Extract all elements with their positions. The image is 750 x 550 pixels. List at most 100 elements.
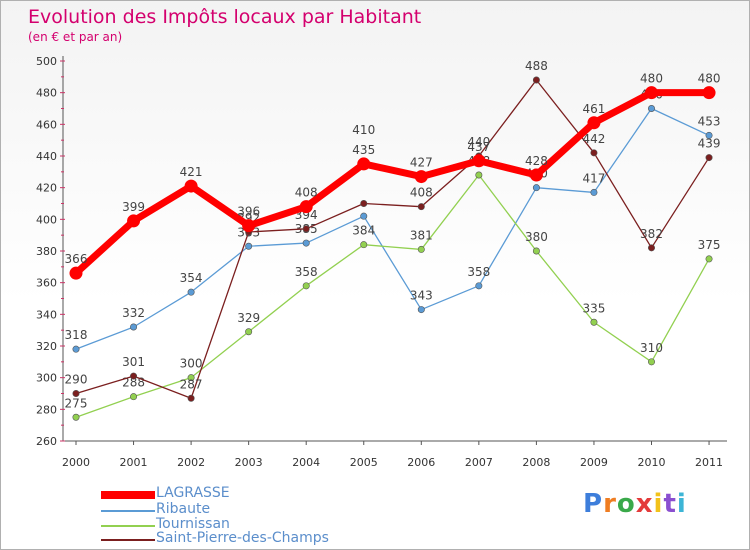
data-label-lagrasse: 399 — [122, 200, 145, 214]
data-point-tournissan — [187, 374, 195, 382]
x-tick-label: 2000 — [62, 456, 90, 469]
x-tick-label: 2002 — [177, 456, 205, 469]
data-label-lagrasse: 428 — [525, 154, 548, 168]
data-point-saint-pierre-des-champs — [705, 154, 713, 162]
data-point-lagrasse — [127, 214, 141, 228]
data-point-lagrasse — [472, 154, 486, 168]
x-tick-label: 2005 — [350, 456, 378, 469]
data-label-tournissan: 275 — [65, 396, 88, 410]
data-label-saint-pierre-des-champs: 290 — [65, 373, 88, 387]
legend-label-lagrasse: LAGRASSE — [156, 485, 230, 501]
y-tick-label: 280 — [36, 403, 57, 416]
data-point-saint-pierre-des-champs — [590, 149, 598, 157]
data-label-saint-pierre-des-champs: 442 — [582, 132, 605, 146]
data-label-lagrasse: 410 — [352, 123, 375, 137]
data-label-tournissan: 335 — [582, 301, 605, 315]
data-point-ribaute — [245, 242, 253, 250]
data-point-ribaute — [647, 105, 655, 113]
data-label-lagrasse: 408 — [295, 186, 318, 200]
data-point-saint-pierre-des-champs — [417, 203, 425, 211]
data-point-ribaute — [130, 323, 138, 331]
data-label-lagrasse: 427 — [410, 156, 433, 170]
logo-letter: P — [583, 489, 604, 519]
data-point-lagrasse — [587, 116, 601, 130]
data-point-lagrasse — [357, 157, 371, 171]
logo-letter: o — [616, 489, 636, 519]
data-label-tournissan: 381 — [410, 228, 433, 242]
data-point-lagrasse — [184, 179, 198, 193]
data-label-tournissan: 358 — [295, 265, 318, 279]
data-label-lagrasse: 480 — [640, 72, 663, 86]
x-tick-label: 2004 — [292, 456, 320, 469]
y-tick-label: 380 — [36, 245, 57, 258]
logo-letter: r — [603, 489, 617, 519]
data-point-saint-pierre-des-champs — [72, 389, 80, 397]
data-label-saint-pierre-des-champs: 440 — [467, 135, 490, 149]
series-line-tournissan — [75, 174, 710, 418]
data-label-saint-pierre-des-champs: 439 — [698, 137, 721, 151]
y-tick-label: 420 — [36, 182, 57, 195]
x-tick-label: 2007 — [465, 456, 493, 469]
x-tick-label: 2010 — [638, 456, 666, 469]
data-label-saint-pierre-des-champs: 287 — [180, 377, 203, 391]
y-tick-label: 260 — [36, 435, 57, 448]
legend-swatch-lagrasse — [101, 491, 155, 499]
data-label-lagrasse: 480 — [698, 72, 721, 86]
data-point-tournissan — [245, 328, 253, 336]
x-tick-label: 2009 — [580, 456, 608, 469]
data-point-lagrasse — [299, 200, 313, 214]
chart-subtitle: (en € et par an) — [28, 30, 123, 44]
legend-swatch-ribaute — [101, 510, 155, 512]
legend-item-ribaute: Ribaute — [101, 501, 361, 518]
data-label-tournissan: 329 — [237, 311, 260, 325]
data-label-tournissan: 300 — [180, 357, 203, 371]
data-label-lagrasse: 366 — [65, 252, 88, 266]
data-label-ribaute: 343 — [410, 289, 433, 303]
data-label-lagrasse: 461 — [582, 102, 605, 116]
y-tick-label: 320 — [36, 340, 57, 353]
y-tick-label: 440 — [36, 150, 57, 163]
legend-item-tournissan: Tournissan — [101, 516, 361, 533]
data-label-saint-pierre-des-champs: 408 — [410, 186, 433, 200]
data-label-saint-pierre-des-champs: 382 — [640, 227, 663, 241]
y-tick-label: 480 — [36, 87, 57, 100]
data-label-ribaute: 358 — [467, 265, 490, 279]
data-label-ribaute: 332 — [122, 306, 145, 320]
data-point-lagrasse — [414, 170, 428, 184]
data-point-tournissan — [417, 245, 425, 253]
data-point-tournissan — [475, 171, 483, 179]
data-label-ribaute: 318 — [65, 328, 88, 342]
data-label-saint-pierre-des-champs: 301 — [122, 355, 145, 369]
data-label-lagrasse: 421 — [180, 165, 203, 179]
x-tick-label: 2008 — [522, 456, 550, 469]
legend-item-saint-pierre: Saint-Pierre-des-Champs — [101, 530, 361, 547]
legend-label-ribaute: Ribaute — [156, 501, 211, 517]
data-point-ribaute — [187, 288, 195, 296]
data-point-tournissan — [705, 255, 713, 263]
data-point-tournissan — [532, 247, 540, 255]
data-label-tournissan: 375 — [698, 238, 721, 252]
logo-letter: i — [676, 489, 687, 519]
data-point-tournissan — [590, 318, 598, 326]
series-line-ribaute — [75, 107, 710, 350]
data-point-lagrasse — [645, 86, 658, 100]
y-tick-label: 460 — [36, 118, 57, 131]
data-point-saint-pierre-des-champs — [647, 244, 655, 252]
x-tick-label: 2006 — [407, 456, 435, 469]
data-label-tournissan: 310 — [640, 341, 663, 355]
data-point-saint-pierre-des-champs — [360, 200, 368, 208]
data-label-tournissan: 384 — [352, 224, 375, 238]
data-label-tournissan: 288 — [122, 376, 145, 390]
data-point-tournissan — [130, 393, 138, 401]
data-label-saint-pierre-des-champs: 488 — [525, 59, 548, 73]
data-label-ribaute: 354 — [180, 271, 203, 285]
x-tick-label: 2003 — [235, 456, 263, 469]
logo-letter: i — [653, 489, 664, 519]
data-point-tournissan — [302, 282, 310, 290]
data-point-saint-pierre-des-champs — [130, 372, 138, 380]
series-line-saint-pierre-des-champs — [75, 79, 710, 399]
x-tick-label: 2011 — [695, 456, 723, 469]
data-point-ribaute — [705, 131, 713, 139]
data-point-ribaute — [302, 239, 310, 247]
